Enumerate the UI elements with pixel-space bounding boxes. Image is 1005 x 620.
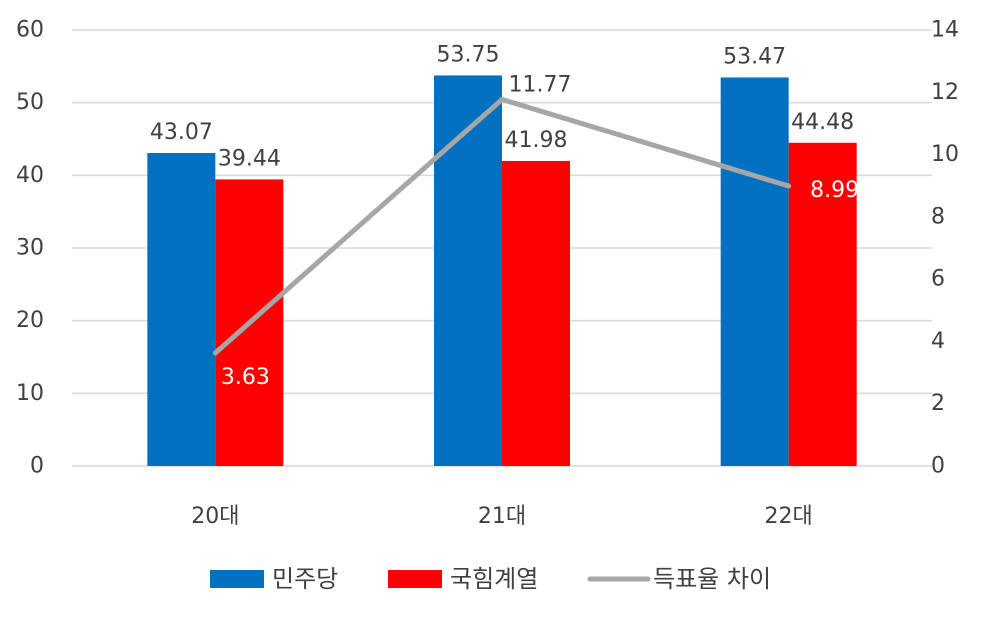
line-data-label: 11.77 (509, 72, 572, 97)
y-axis-tick-label: 10 (16, 381, 44, 406)
legend-swatch-2 (388, 570, 442, 588)
bar-series-1[interactable] (434, 75, 502, 467)
bar-data-label: 39.44 (218, 146, 281, 171)
y2-axis-tick-label: 2 (931, 391, 945, 416)
y-axis-tick-label: 30 (16, 236, 44, 261)
x-axis-category-label: 20대 (191, 504, 239, 529)
bar-data-label: 53.75 (437, 42, 500, 67)
y-axis-tick-label: 40 (16, 163, 44, 188)
line-data-label: 3.63 (221, 365, 270, 390)
y-axis-tick-label: 50 (16, 90, 44, 115)
x-axis-category-label: 22대 (765, 504, 813, 529)
y2-axis-tick-label: 4 (931, 329, 945, 354)
y-axis-tick-label: 60 (16, 18, 44, 43)
legend-label-line: 득표율 차이 (653, 565, 771, 593)
y-axis-tick-label: 0 (30, 454, 44, 479)
y-axis-tick-label: 20 (16, 308, 44, 333)
bar-data-label: 43.07 (150, 120, 213, 145)
bar-data-label: 41.98 (505, 128, 568, 153)
y2-axis-tick-label: 0 (931, 454, 945, 479)
y2-axis-tick-label: 6 (931, 267, 945, 292)
bar-series-2[interactable] (502, 160, 570, 467)
bar-series-2[interactable] (788, 142, 857, 466)
y2-axis-tick-label: 10 (931, 142, 959, 167)
legend-label-1: 민주당 (272, 565, 338, 593)
y2-axis-tick-label: 8 (931, 204, 945, 229)
y2-axis-tick-label: 12 (931, 80, 959, 105)
bar-data-label: 44.48 (791, 110, 854, 135)
y2-axis-tick-label: 14 (931, 18, 959, 43)
line-series-diff[interactable] (212, 96, 792, 356)
bar-data-label: 53.47 (723, 44, 786, 69)
bar-series-1[interactable] (720, 77, 789, 467)
x-axis-category-label: 21대 (478, 504, 526, 529)
legend-label-2: 국힘계열 (450, 565, 538, 593)
line-data-label: 8.99 (810, 178, 859, 203)
legend-swatch-1 (210, 570, 264, 588)
bar-series-1[interactable] (147, 153, 216, 467)
